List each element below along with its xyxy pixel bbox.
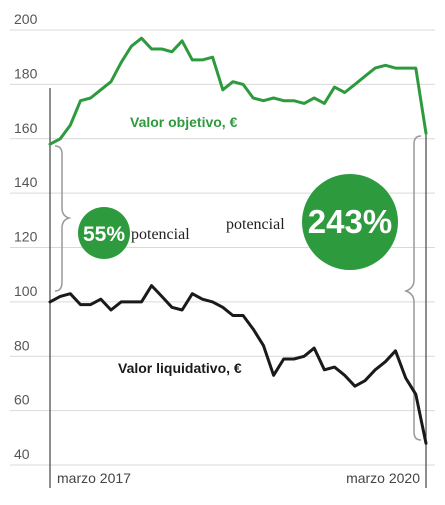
series-line-valor-objetivo [48, 36, 428, 146]
y-tick-label: 100 [14, 283, 38, 299]
y-tick-label: 120 [14, 229, 38, 245]
y-tick-label: 180 [14, 65, 38, 81]
y-tick-label: 60 [14, 392, 30, 408]
right-potential-percent: 243% [308, 203, 392, 240]
right-potential-brace [403, 135, 422, 441]
right-potential-text: potencial [226, 216, 285, 233]
y-tick-label: 80 [14, 337, 30, 353]
x-tick-label-end: marzo 2020 [346, 470, 420, 486]
series-label-valor-objetivo: Valor objetivo, € [130, 114, 238, 130]
y-axis-ticks: 40 60 80 100 120 140 160 180 200 [14, 11, 38, 462]
y-tick-label: 40 [14, 446, 30, 462]
left-potential-circle [78, 207, 130, 259]
grid [10, 29, 435, 466]
y-tick-label: 200 [14, 11, 38, 27]
series-label-valor-liquidativo: Valor liquidativo, € [118, 360, 242, 376]
series-lines [48, 36, 428, 445]
left-potential-percent: 55% [83, 223, 125, 246]
left-potential-brace [54, 145, 72, 292]
y-tick-label: 160 [14, 120, 38, 136]
series-line-valor-liquidativo [48, 284, 428, 445]
x-tick-label-start: marzo 2017 [57, 470, 131, 486]
y-tick-label: 140 [14, 174, 38, 190]
left-potential-text: potencial [131, 226, 190, 243]
right-potential-circle [302, 174, 398, 270]
